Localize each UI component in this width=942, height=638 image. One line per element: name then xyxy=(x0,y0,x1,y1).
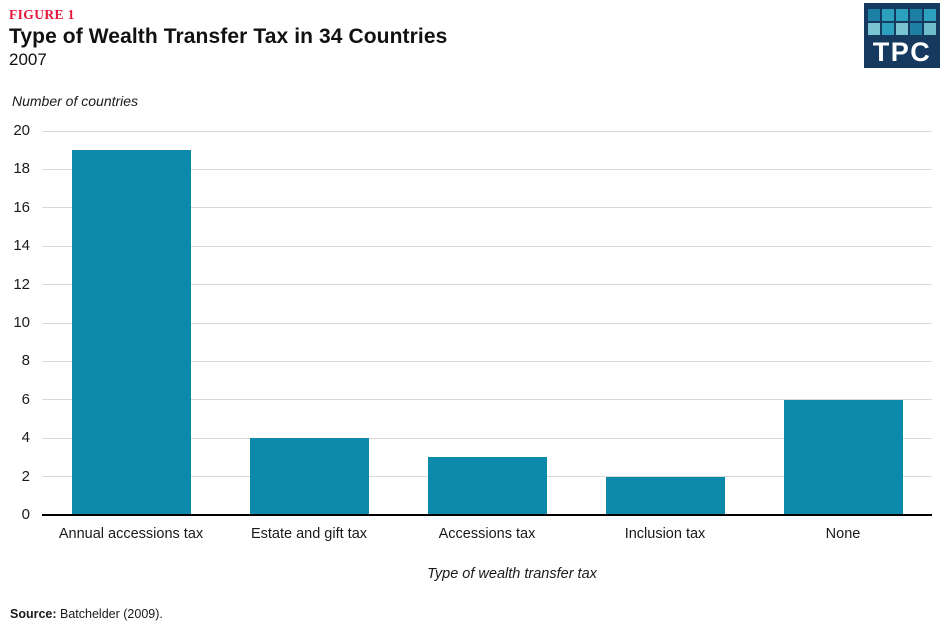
gridline xyxy=(42,130,932,132)
logo-tile xyxy=(923,9,936,22)
x-axis-label: Estate and gift tax xyxy=(250,526,368,542)
figure-label: FIGURE 1 xyxy=(9,7,75,22)
logo-tile xyxy=(881,22,895,36)
y-tick-label: 20 xyxy=(13,122,30,139)
bar xyxy=(605,476,725,515)
y-tick-label: 16 xyxy=(13,198,30,216)
gridline xyxy=(42,284,932,286)
gridline xyxy=(42,245,932,247)
bar xyxy=(427,457,547,515)
gridline xyxy=(42,207,932,209)
gridline xyxy=(42,360,932,362)
logo-tile xyxy=(895,22,909,36)
gridline xyxy=(42,168,932,170)
y-axis-title: Number of countries xyxy=(12,93,139,109)
gridline xyxy=(42,399,932,401)
logo-tile xyxy=(881,9,895,22)
y-tick-label: 10 xyxy=(13,314,30,331)
y-tick-label: 8 xyxy=(21,352,30,370)
y-tick-label: 6 xyxy=(21,390,30,408)
x-axis-label: Inclusion tax xyxy=(624,526,706,542)
gridline xyxy=(42,322,932,324)
logo-tile xyxy=(868,22,881,36)
y-tick-label: 0 xyxy=(21,506,30,523)
tpc-logo-mosaic xyxy=(868,9,936,36)
bar xyxy=(783,399,903,515)
chart-subtitle: 2007 xyxy=(9,50,47,69)
bar xyxy=(71,150,191,515)
x-axis-label: Annual accessions tax xyxy=(58,526,204,542)
y-tick-label: 4 xyxy=(21,429,30,447)
bar xyxy=(249,438,369,515)
y-tick-label: 2 xyxy=(21,467,30,485)
gridline xyxy=(42,437,932,439)
source-label: Source: xyxy=(10,607,57,621)
logo-tile xyxy=(923,22,936,36)
y-tick-label: 18 xyxy=(13,160,30,178)
x-axis-title: Type of wealth transfer tax xyxy=(427,566,597,582)
source-text: Batchelder (2009). xyxy=(56,607,163,621)
tpc-logo: TPC xyxy=(864,3,940,68)
logo-tile xyxy=(909,9,923,22)
logo-tile xyxy=(909,22,923,36)
y-tick-label: 12 xyxy=(13,275,30,293)
y-tick-label: 14 xyxy=(13,237,30,255)
x-axis-label: None xyxy=(825,526,861,542)
tpc-logo-text: TPC xyxy=(872,37,932,67)
x-axis-label: Accessions tax xyxy=(438,526,536,542)
chart-title: Type of Wealth Transfer Tax in 34 Countr… xyxy=(9,25,448,48)
source-note: Source: Batchelder (2009). xyxy=(10,607,163,621)
logo-tile xyxy=(868,9,881,22)
logo-tile xyxy=(895,9,909,22)
x-axis-line xyxy=(42,514,932,516)
